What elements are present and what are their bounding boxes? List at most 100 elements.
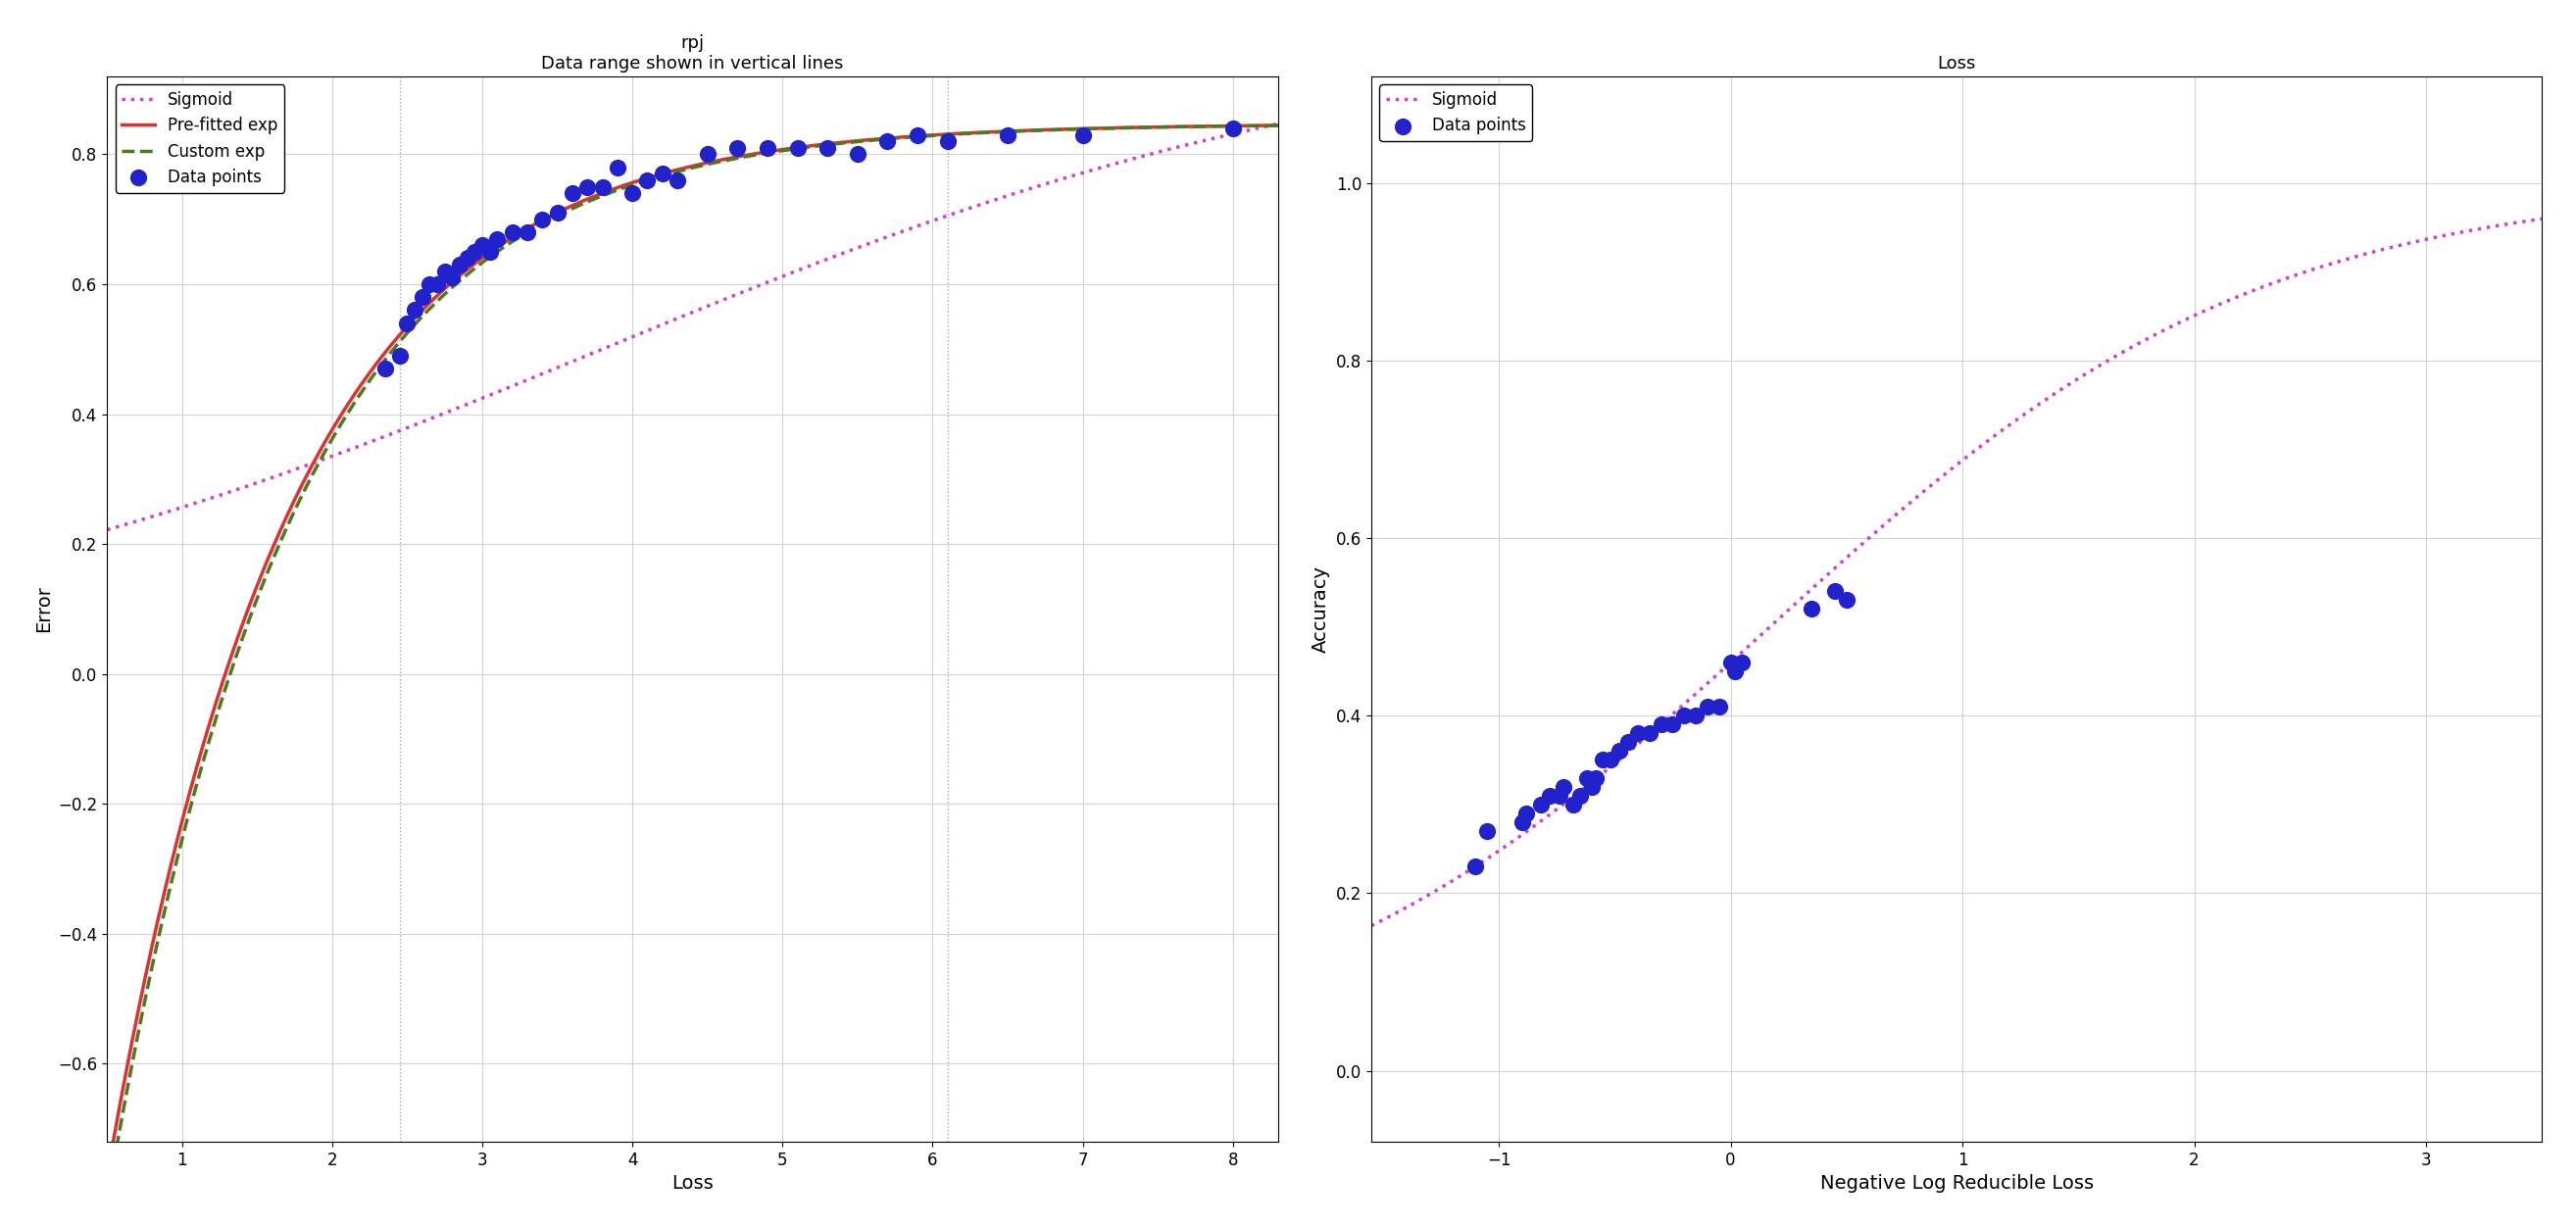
Data points [1530, 785, 1571, 805]
Data points [492, 222, 533, 242]
Data points [927, 131, 969, 151]
Data points [1674, 706, 1716, 725]
Sigmoid [1229, 124, 1260, 139]
Legend: Sigmoid, Data points: Sigmoid, Data points [1378, 85, 1533, 141]
Sigmoid [1417, 886, 1448, 901]
Data points [1455, 856, 1497, 876]
Data points [402, 287, 443, 307]
Sigmoid [1229, 124, 1260, 139]
Data points [837, 145, 878, 164]
Data points [582, 177, 623, 196]
Data points [523, 210, 564, 229]
Data points [1826, 590, 1868, 610]
Data points [1466, 821, 1507, 840]
Sigmoid [1262, 117, 1293, 131]
Data points [469, 242, 510, 261]
Data points [1628, 724, 1669, 744]
Data points [868, 131, 909, 151]
Sigmoid [1012, 182, 1043, 196]
Data points [1664, 706, 1705, 725]
Sigmoid [1924, 470, 1955, 485]
Data points [1641, 714, 1682, 734]
Sigmoid [662, 312, 693, 326]
Custom exp [662, 164, 693, 179]
Data points [1577, 768, 1618, 788]
Sigmoid [2527, 211, 2558, 226]
Data points [461, 236, 502, 255]
Data points [1607, 733, 1649, 752]
Custom exp [1262, 118, 1293, 133]
Data points [1698, 697, 1739, 717]
Data points [611, 183, 652, 202]
Data points [417, 275, 459, 294]
Data points [747, 137, 788, 157]
Data points [1716, 661, 1757, 681]
Data points [1558, 785, 1600, 805]
X-axis label: Loss: Loss [672, 1174, 714, 1193]
Sigmoid [2277, 269, 2308, 283]
Pre-fitted exp [1229, 119, 1260, 134]
Data points [1061, 125, 1103, 145]
Data points [1582, 750, 1623, 769]
Data points [1543, 777, 1584, 796]
Data points [806, 137, 848, 157]
Custom exp [1229, 119, 1260, 134]
Title: rpj
Data range shown in vertical lines: rpj Data range shown in vertical lines [541, 34, 842, 72]
Custom exp [631, 173, 662, 188]
Data points [1502, 812, 1543, 832]
Sigmoid [93, 523, 124, 537]
Data points [1571, 777, 1613, 796]
Data points [1651, 714, 1692, 734]
Pre-fitted exp [1229, 119, 1260, 134]
Pre-fitted exp [93, 1169, 124, 1184]
Title: Loss: Loss [1937, 54, 1976, 72]
Custom exp [1012, 124, 1043, 139]
Data points [394, 301, 435, 320]
Data points [1566, 768, 1607, 788]
Data points [410, 275, 451, 294]
Data points [1600, 741, 1641, 761]
Sigmoid [2494, 217, 2524, 232]
Sigmoid [2491, 217, 2522, 232]
Custom exp [93, 1194, 124, 1209]
Data points [567, 177, 608, 196]
Data points [379, 346, 420, 366]
Data points [536, 202, 577, 222]
Sigmoid [631, 324, 662, 339]
Pre-fitted exp [662, 163, 693, 178]
Data points [438, 255, 479, 275]
Data points [1589, 750, 1631, 769]
Pre-fitted exp [152, 875, 183, 890]
Data points [987, 125, 1028, 145]
X-axis label: Negative Log Reducible Loss: Negative Log Reducible Loss [1819, 1174, 2094, 1193]
Data points [778, 137, 819, 157]
Data points [425, 261, 466, 281]
Sigmoid [1355, 918, 1386, 933]
Sigmoid [152, 504, 183, 519]
Data points [1618, 724, 1659, 744]
Data points [507, 222, 549, 242]
Custom exp [152, 894, 183, 909]
Data points [1507, 804, 1548, 823]
Data points [688, 145, 729, 164]
Data points [641, 164, 683, 184]
Data points [363, 358, 404, 378]
Data points [716, 137, 757, 157]
Sigmoid [1893, 496, 1924, 510]
Y-axis label: Accuracy: Accuracy [1311, 566, 1329, 653]
Data points [598, 157, 639, 177]
Data points [1520, 795, 1561, 815]
Legend: Sigmoid, Pre-fitted exp, Custom exp, Data points: Sigmoid, Pre-fitted exp, Custom exp, Dat… [116, 85, 283, 193]
Pre-fitted exp [1262, 118, 1293, 133]
Line: Custom exp: Custom exp [108, 125, 1278, 1201]
Data points [386, 313, 428, 333]
Data points [1721, 653, 1762, 672]
Line: Pre-fitted exp: Pre-fitted exp [108, 125, 1278, 1177]
Pre-fitted exp [1012, 123, 1043, 137]
Data points [657, 171, 698, 190]
Line: Sigmoid: Sigmoid [1370, 218, 2543, 925]
Data points [626, 171, 667, 190]
Data points [1553, 795, 1595, 815]
Y-axis label: Error: Error [33, 585, 52, 632]
Data points [433, 267, 474, 287]
